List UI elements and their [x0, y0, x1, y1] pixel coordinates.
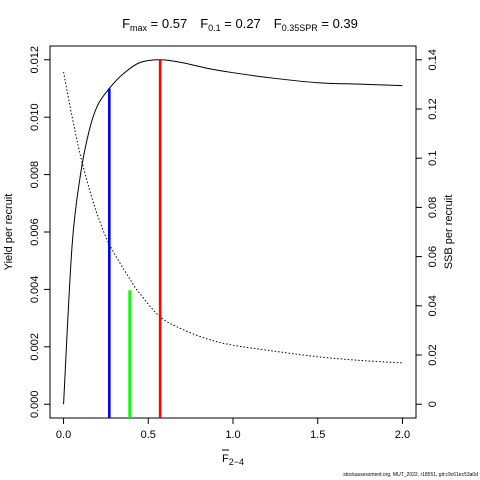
ssb-per-recruit-line — [63, 71, 403, 364]
y-left-tick-label: 0.002 — [29, 333, 41, 361]
x-axis: 0.0 0.5 1.0 1.5 2.0 — [56, 418, 410, 441]
title-value: = 0.57 — [147, 16, 187, 31]
x-axis-title: F2−4 — [222, 449, 244, 467]
y-right-tick-label: 0.08 — [427, 197, 439, 218]
title-spacer — [187, 16, 200, 31]
chart-title-text: Fmax = 0.57 F0.1 = 0.27 F0.35SPR = 0.39 — [122, 16, 358, 33]
x-title-subscript: 2−4 — [229, 457, 244, 467]
x-tick-label: 2.0 — [395, 429, 410, 441]
reference-lines — [108, 59, 162, 418]
y-right-tick-label: 0.06 — [427, 246, 439, 267]
title-subscript: 0.1 — [208, 23, 221, 33]
title-subscript: max — [130, 23, 148, 33]
plot-area — [49, 45, 417, 419]
y-axis-left: 0.000 0.002 0.004 0.006 0.008 0.010 0.012 — [29, 46, 50, 418]
title-subscript: 0.35SPR — [282, 23, 319, 33]
title-value: = 0.27 — [221, 16, 261, 31]
y-right-tick-label: 0 — [427, 401, 439, 407]
y-left-tick-label: 0.004 — [29, 276, 41, 304]
y-left-tick-label: 0.012 — [29, 46, 41, 74]
title-value: = 0.39 — [318, 16, 358, 31]
chart-title: Fmax = 0.57 F0.1 = 0.27 F0.35SPR = 0.39 — [122, 16, 358, 33]
y-axis-right-title: SSB per recruit — [443, 195, 455, 270]
title-symbol: F — [200, 16, 208, 31]
y-right-tick-label: 0.04 — [427, 295, 439, 316]
y-right-tick-label: 0.1 — [427, 151, 439, 166]
title-symbol: F — [122, 16, 130, 31]
x-tick-label: 0.0 — [56, 429, 71, 441]
x-tick-label: 1.0 — [225, 429, 240, 441]
yield-per-recruit-line — [63, 59, 403, 405]
title-symbol: F — [274, 16, 282, 31]
x-title-symbol: F — [222, 453, 229, 465]
x-tick-label: 1.5 — [310, 429, 325, 441]
y-axis-right: 0 0.02 0.04 0.06 0.08 0.1 0.12 0.14 — [416, 49, 439, 407]
chart-caption: stockassessment.org, MUT_2022, r18551, g… — [343, 472, 478, 478]
y-right-tick-label: 0.14 — [427, 49, 439, 70]
y-right-tick-label: 0.02 — [427, 344, 439, 365]
x-axis-title-text: F2−4 — [222, 453, 244, 467]
y-right-tick-label: 0.12 — [427, 98, 439, 119]
x-tick-label: 0.5 — [141, 429, 156, 441]
y-left-tick-label: 0.010 — [29, 103, 41, 131]
y-left-tick-label: 0.008 — [29, 161, 41, 189]
series-group — [63, 59, 403, 405]
title-spacer — [261, 16, 274, 31]
y-axis-left-title: Yield per recruit — [3, 194, 15, 271]
y-left-tick-label: 0.000 — [29, 390, 41, 418]
y-left-tick-label: 0.006 — [29, 218, 41, 246]
